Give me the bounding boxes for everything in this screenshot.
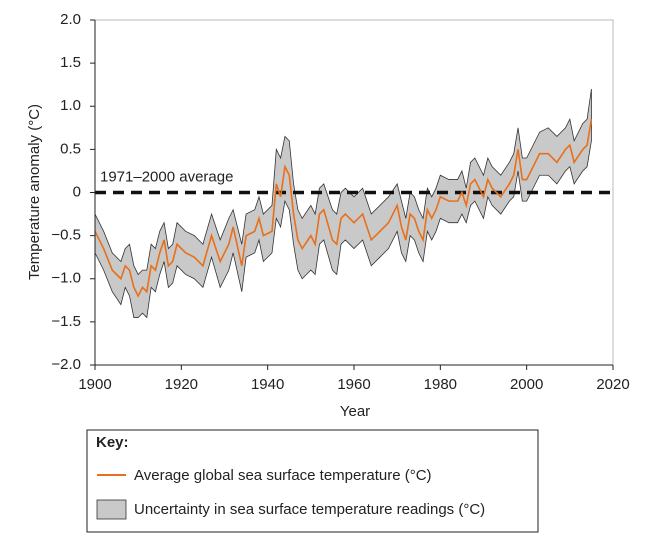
y-tick-label: 2.0 bbox=[60, 11, 81, 28]
legend-label: Average global sea surface temperature (… bbox=[134, 467, 432, 484]
x-tick-label: 2000 bbox=[510, 376, 543, 393]
y-tick-label: 1.0 bbox=[60, 97, 81, 114]
x-tick-label: 2020 bbox=[596, 376, 629, 393]
y-tick-label: −2.0 bbox=[51, 356, 81, 373]
legend-band-swatch bbox=[96, 499, 127, 520]
y-tick-label: −0.5 bbox=[51, 227, 81, 244]
y-tick-label: 1.5 bbox=[60, 54, 81, 71]
series-line bbox=[94, 119, 593, 298]
x-tick-label: 1900 bbox=[78, 376, 111, 393]
legend-label: Uncertainty in sea surface temperature r… bbox=[134, 501, 485, 518]
x-tick-label: 1980 bbox=[424, 376, 457, 393]
x-axis-label: Year bbox=[340, 403, 370, 420]
legend-box bbox=[86, 429, 539, 533]
legend-title: Key: bbox=[96, 434, 129, 451]
y-tick-label: 0 bbox=[73, 183, 81, 200]
reference-label: 1971–2000 average bbox=[100, 168, 233, 185]
y-tick-label: −1.5 bbox=[51, 313, 81, 330]
y-tick-label: 0.5 bbox=[60, 140, 81, 157]
y-tick-label: −1.0 bbox=[51, 270, 81, 287]
x-tick-label: 1960 bbox=[337, 376, 370, 393]
uncertainty-band bbox=[94, 88, 592, 319]
x-tick-label: 1920 bbox=[165, 376, 198, 393]
y-axis-label: Temperature anomaly (°C) bbox=[26, 104, 43, 280]
x-tick-label: 1940 bbox=[251, 376, 284, 393]
